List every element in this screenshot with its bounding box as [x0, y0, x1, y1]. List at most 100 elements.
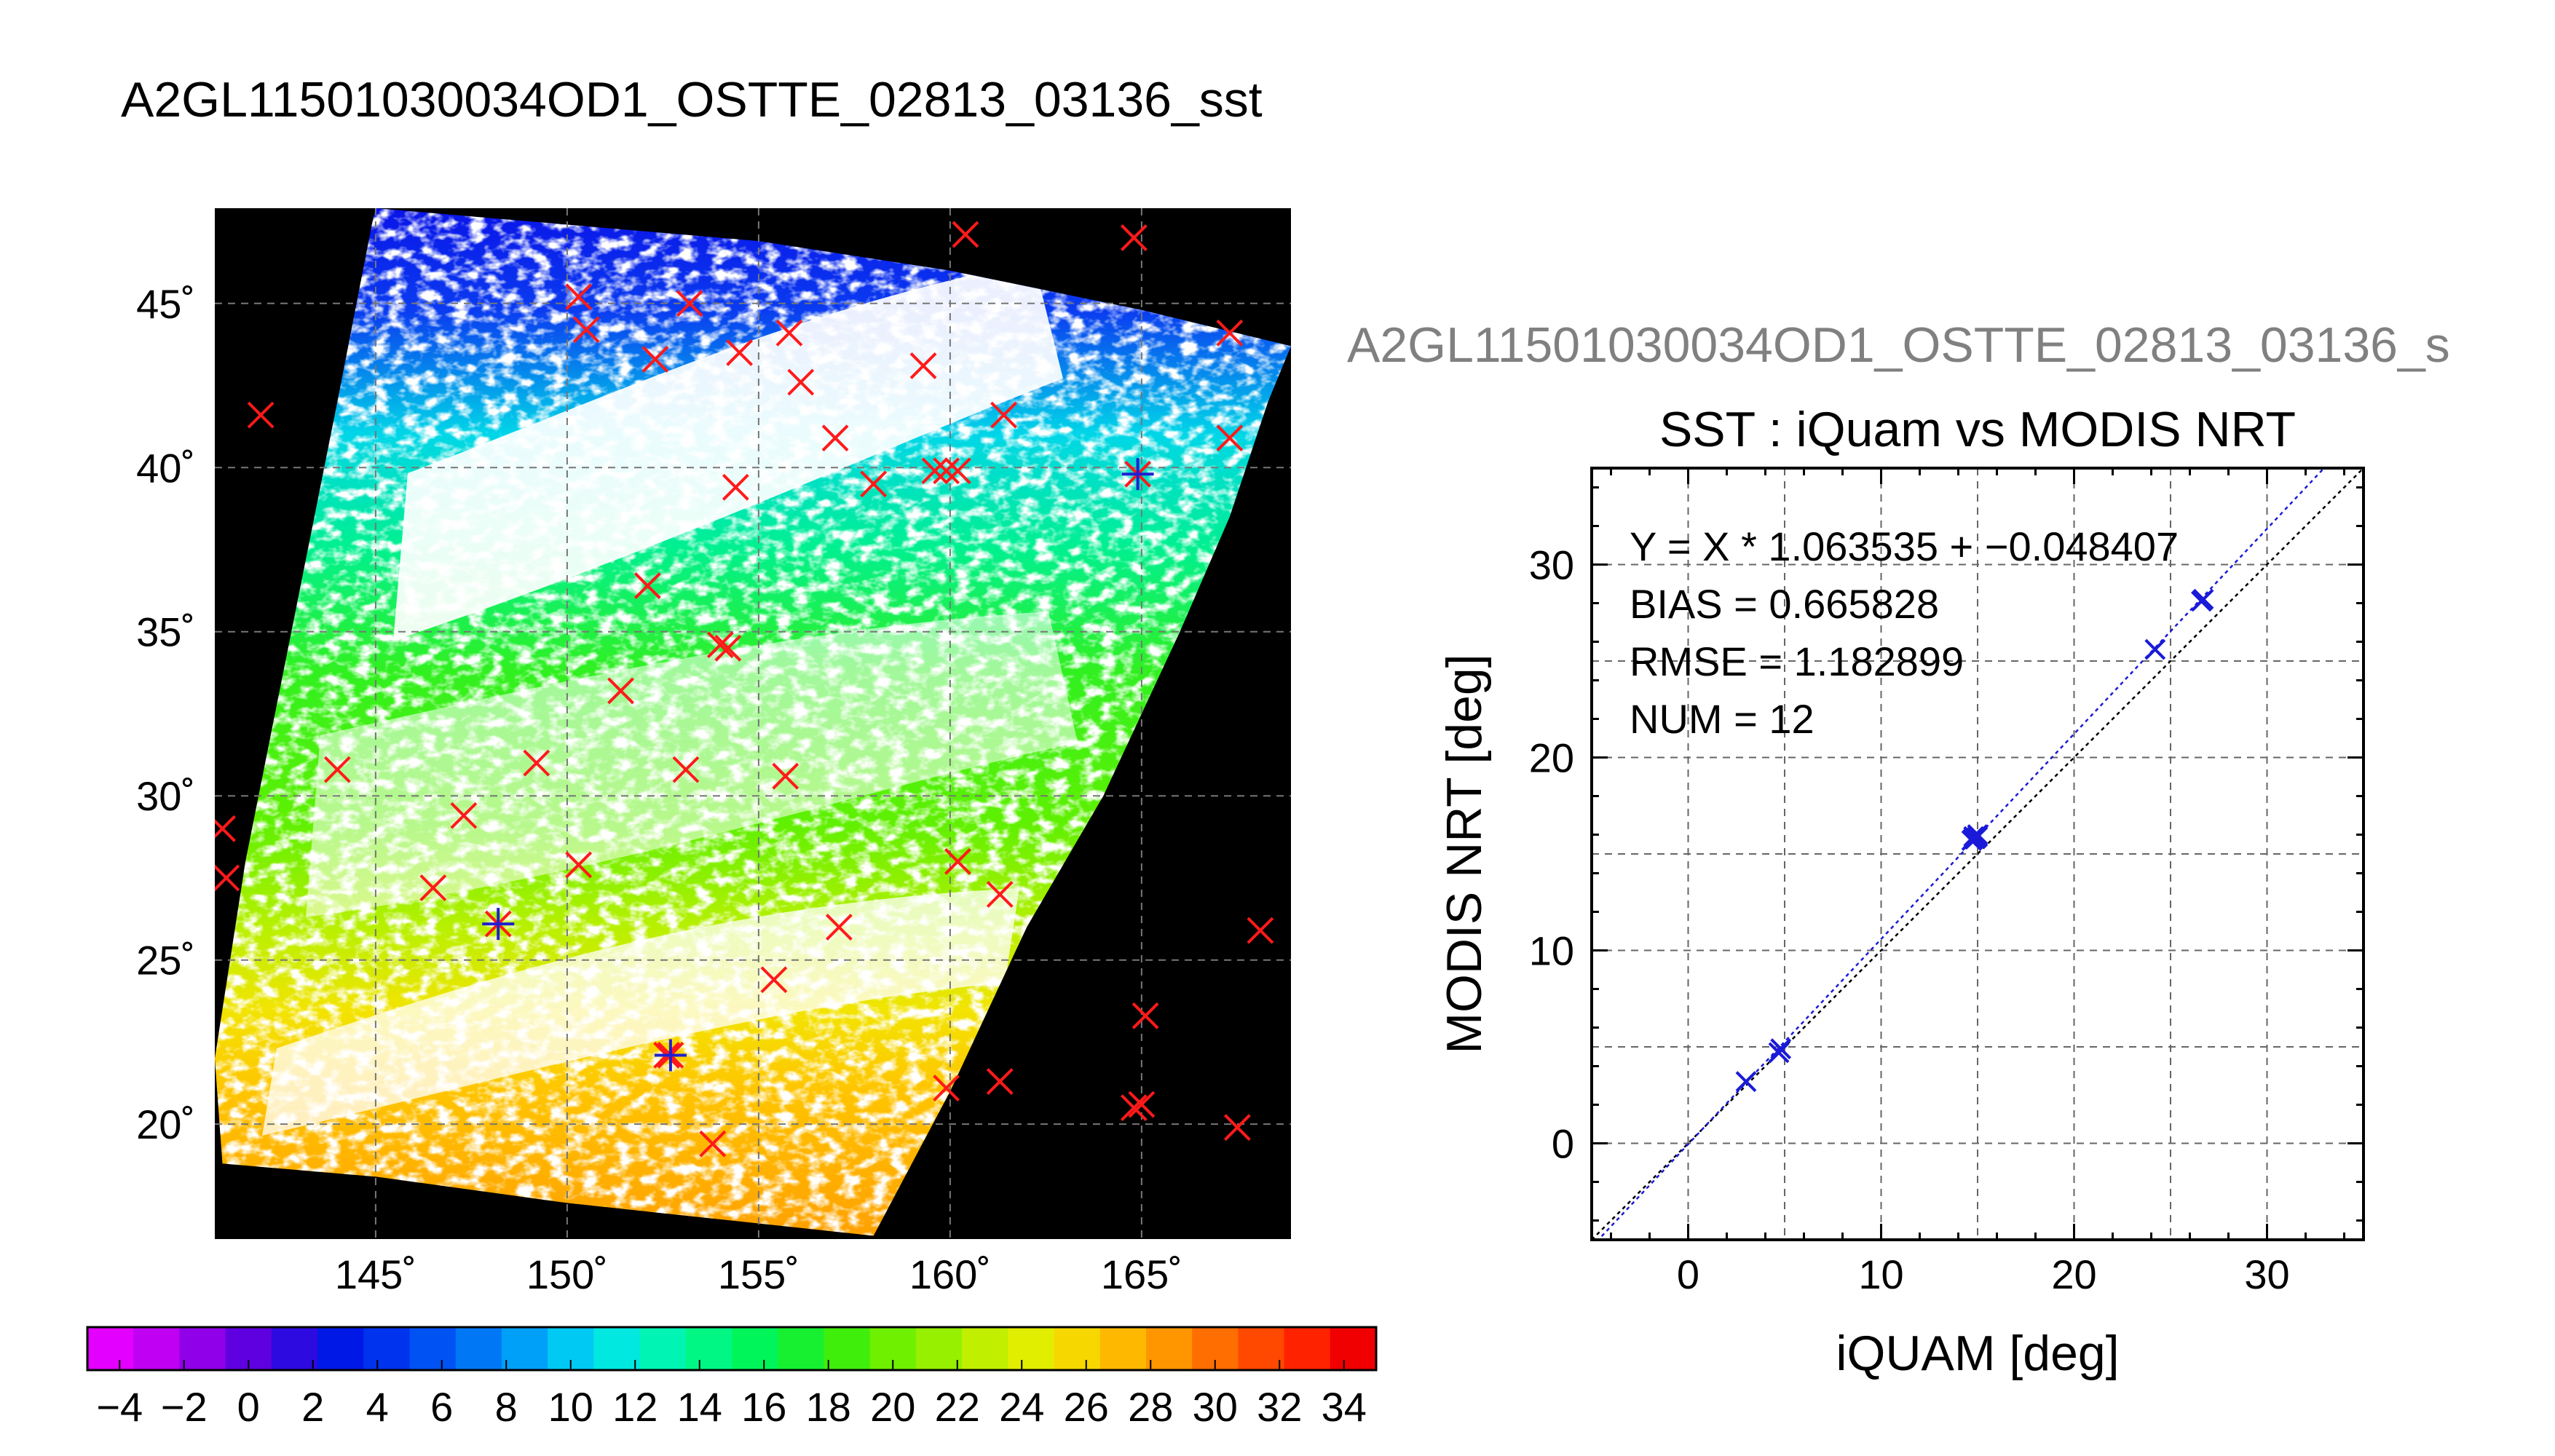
colorbar-tick-label: −4 [96, 1384, 143, 1430]
map-lon-label: 150˚ [526, 1251, 608, 1297]
red-marker [1120, 1094, 1148, 1122]
colorbar-ticks: −4 −2 0 2 4 6 8 10 12 14 16 18 20 22 24 26 28 30 32 34 [96, 1360, 1367, 1430]
red-marker [676, 290, 703, 317]
colorbar-tick-label: 12 [612, 1384, 657, 1430]
map-lon-label: 145˚ [335, 1251, 416, 1297]
red-marker [933, 457, 960, 485]
colorbar-swatch [455, 1327, 502, 1370]
scatter-ytick-label: 20 [1529, 735, 1574, 781]
y-axis-label: MODIS NRT [deg] [1437, 654, 1492, 1053]
x-axis-label: iQUAM [deg] [1836, 1326, 2119, 1381]
red-marker [722, 473, 749, 501]
map-lon-label: 155˚ [718, 1251, 799, 1297]
colorbar-swatch [685, 1327, 732, 1370]
red-marker [1216, 319, 1244, 347]
colorbar-tick-label: 6 [430, 1384, 453, 1430]
red-marker [821, 424, 849, 452]
red-marker [726, 339, 754, 366]
scatter-point [2144, 638, 2166, 660]
map-lon-ticks: 145˚ 150˚ 155˚ 160˚ 165˚ [335, 1251, 1182, 1297]
colorbar-tick-label: −2 [161, 1384, 208, 1430]
scatter-annotation: NUM = 12 [1630, 696, 1814, 742]
colorbar-swatch [363, 1327, 411, 1370]
colorbar-swatch [824, 1327, 871, 1370]
red-marker [565, 851, 593, 879]
colorbar-swatch [732, 1327, 778, 1370]
red-marker [607, 677, 634, 705]
red-marker [523, 749, 550, 777]
colorbar-tick-label: 14 [677, 1384, 722, 1430]
red-marker [706, 631, 734, 659]
colorbar-swatch [1054, 1327, 1101, 1370]
scatter-grid [1592, 468, 2364, 1240]
map-lat-label: 30˚ [136, 773, 195, 819]
side-title: A2GL11501030034OD1_OSTTE_02813_03136_s [1347, 317, 2450, 373]
colorbar-swatch [1145, 1327, 1193, 1370]
colorbar-tick-label: 26 [1064, 1384, 1109, 1430]
map-lat-label: 35˚ [136, 609, 195, 655]
red-marker [825, 914, 853, 941]
colorbar-swatch [1099, 1327, 1147, 1370]
colorbar-tick-label: 20 [870, 1384, 915, 1430]
colorbar-tick-label: 18 [806, 1384, 851, 1430]
scatter-annotation: RMSE = 1.182899 [1630, 638, 1964, 684]
scatter-frame [1590, 467, 2365, 1241]
scatter-point [1967, 824, 1989, 845]
map-lat-label: 25˚ [136, 938, 195, 984]
cloud-band-north [393, 262, 1063, 641]
scatter-point [1735, 1071, 1757, 1093]
red-marker [990, 401, 1017, 429]
map-lat-ticks: 20˚ 25˚ 30˚ 35˚ 40˚ 45˚ [136, 281, 195, 1147]
map-markers [215, 221, 1274, 1158]
scatter-ytick-label: 30 [1529, 542, 1574, 588]
colorbar-tick-label: 32 [1257, 1384, 1302, 1430]
colorbar-tick-label: 28 [1128, 1384, 1173, 1430]
colorbar-swatch [409, 1327, 457, 1370]
red-marker [909, 352, 937, 379]
colorbar-swatch [1284, 1327, 1331, 1370]
colorbar-swatch [778, 1327, 825, 1370]
red-marker [641, 346, 669, 373]
swath [215, 208, 1291, 1236]
red-marker [419, 874, 447, 901]
colorbar-tick-label: 0 [237, 1384, 260, 1430]
colorbar-swatch [179, 1327, 226, 1370]
red-marker [787, 368, 815, 396]
red-marker [215, 815, 236, 839]
colorbar-swatch [1008, 1327, 1055, 1370]
map-grid [215, 208, 1291, 1239]
red-marker [1247, 917, 1274, 944]
red-marker [672, 756, 700, 783]
scatter-xtick-label: 30 [2244, 1251, 2289, 1297]
scatter-xtick-label: 0 [1677, 1251, 1699, 1297]
colorbar-swatches [87, 1327, 1377, 1370]
red-marker [921, 457, 949, 485]
red-marker [572, 316, 600, 344]
colorbar-swatch [317, 1327, 364, 1370]
red-marker [760, 966, 788, 994]
colorbar-swatch [915, 1327, 963, 1370]
red-marker [860, 470, 888, 498]
red-marker [933, 1075, 960, 1101]
scatter-point [2192, 588, 2214, 610]
colorbar-swatch [87, 1327, 134, 1370]
scatter-ticks: 0 10 20 30 0 10 20 30 [1529, 468, 2364, 1297]
red-marker [1120, 224, 1148, 252]
scatter-ytick-label: 0 [1552, 1121, 1574, 1167]
scatter-plot: SST : iQuam vs MODIS NRT 0 10 20 300102030 … [1437, 402, 2365, 1381]
red-marker [772, 762, 799, 790]
red-marker [323, 756, 351, 783]
colorbar-swatch [593, 1327, 641, 1370]
scatter-annotation: BIAS = 0.665828 [1630, 581, 1939, 627]
colorbar-tick-label: 16 [741, 1384, 786, 1430]
red-marker [1128, 1091, 1156, 1118]
colorbar-swatch [1330, 1327, 1377, 1370]
map-lon-label: 165˚ [1101, 1251, 1182, 1297]
scatter-point [1770, 1038, 1792, 1060]
scatter-annotations: Y = X * 1.063535 + −0.048407 BIAS = 0.665… [1630, 523, 2179, 742]
red-marker [633, 572, 661, 600]
scatter-points [1735, 588, 2214, 1093]
colorbar-tick-label: 4 [366, 1384, 389, 1430]
scatter-xtick-label: 10 [1858, 1251, 1903, 1297]
